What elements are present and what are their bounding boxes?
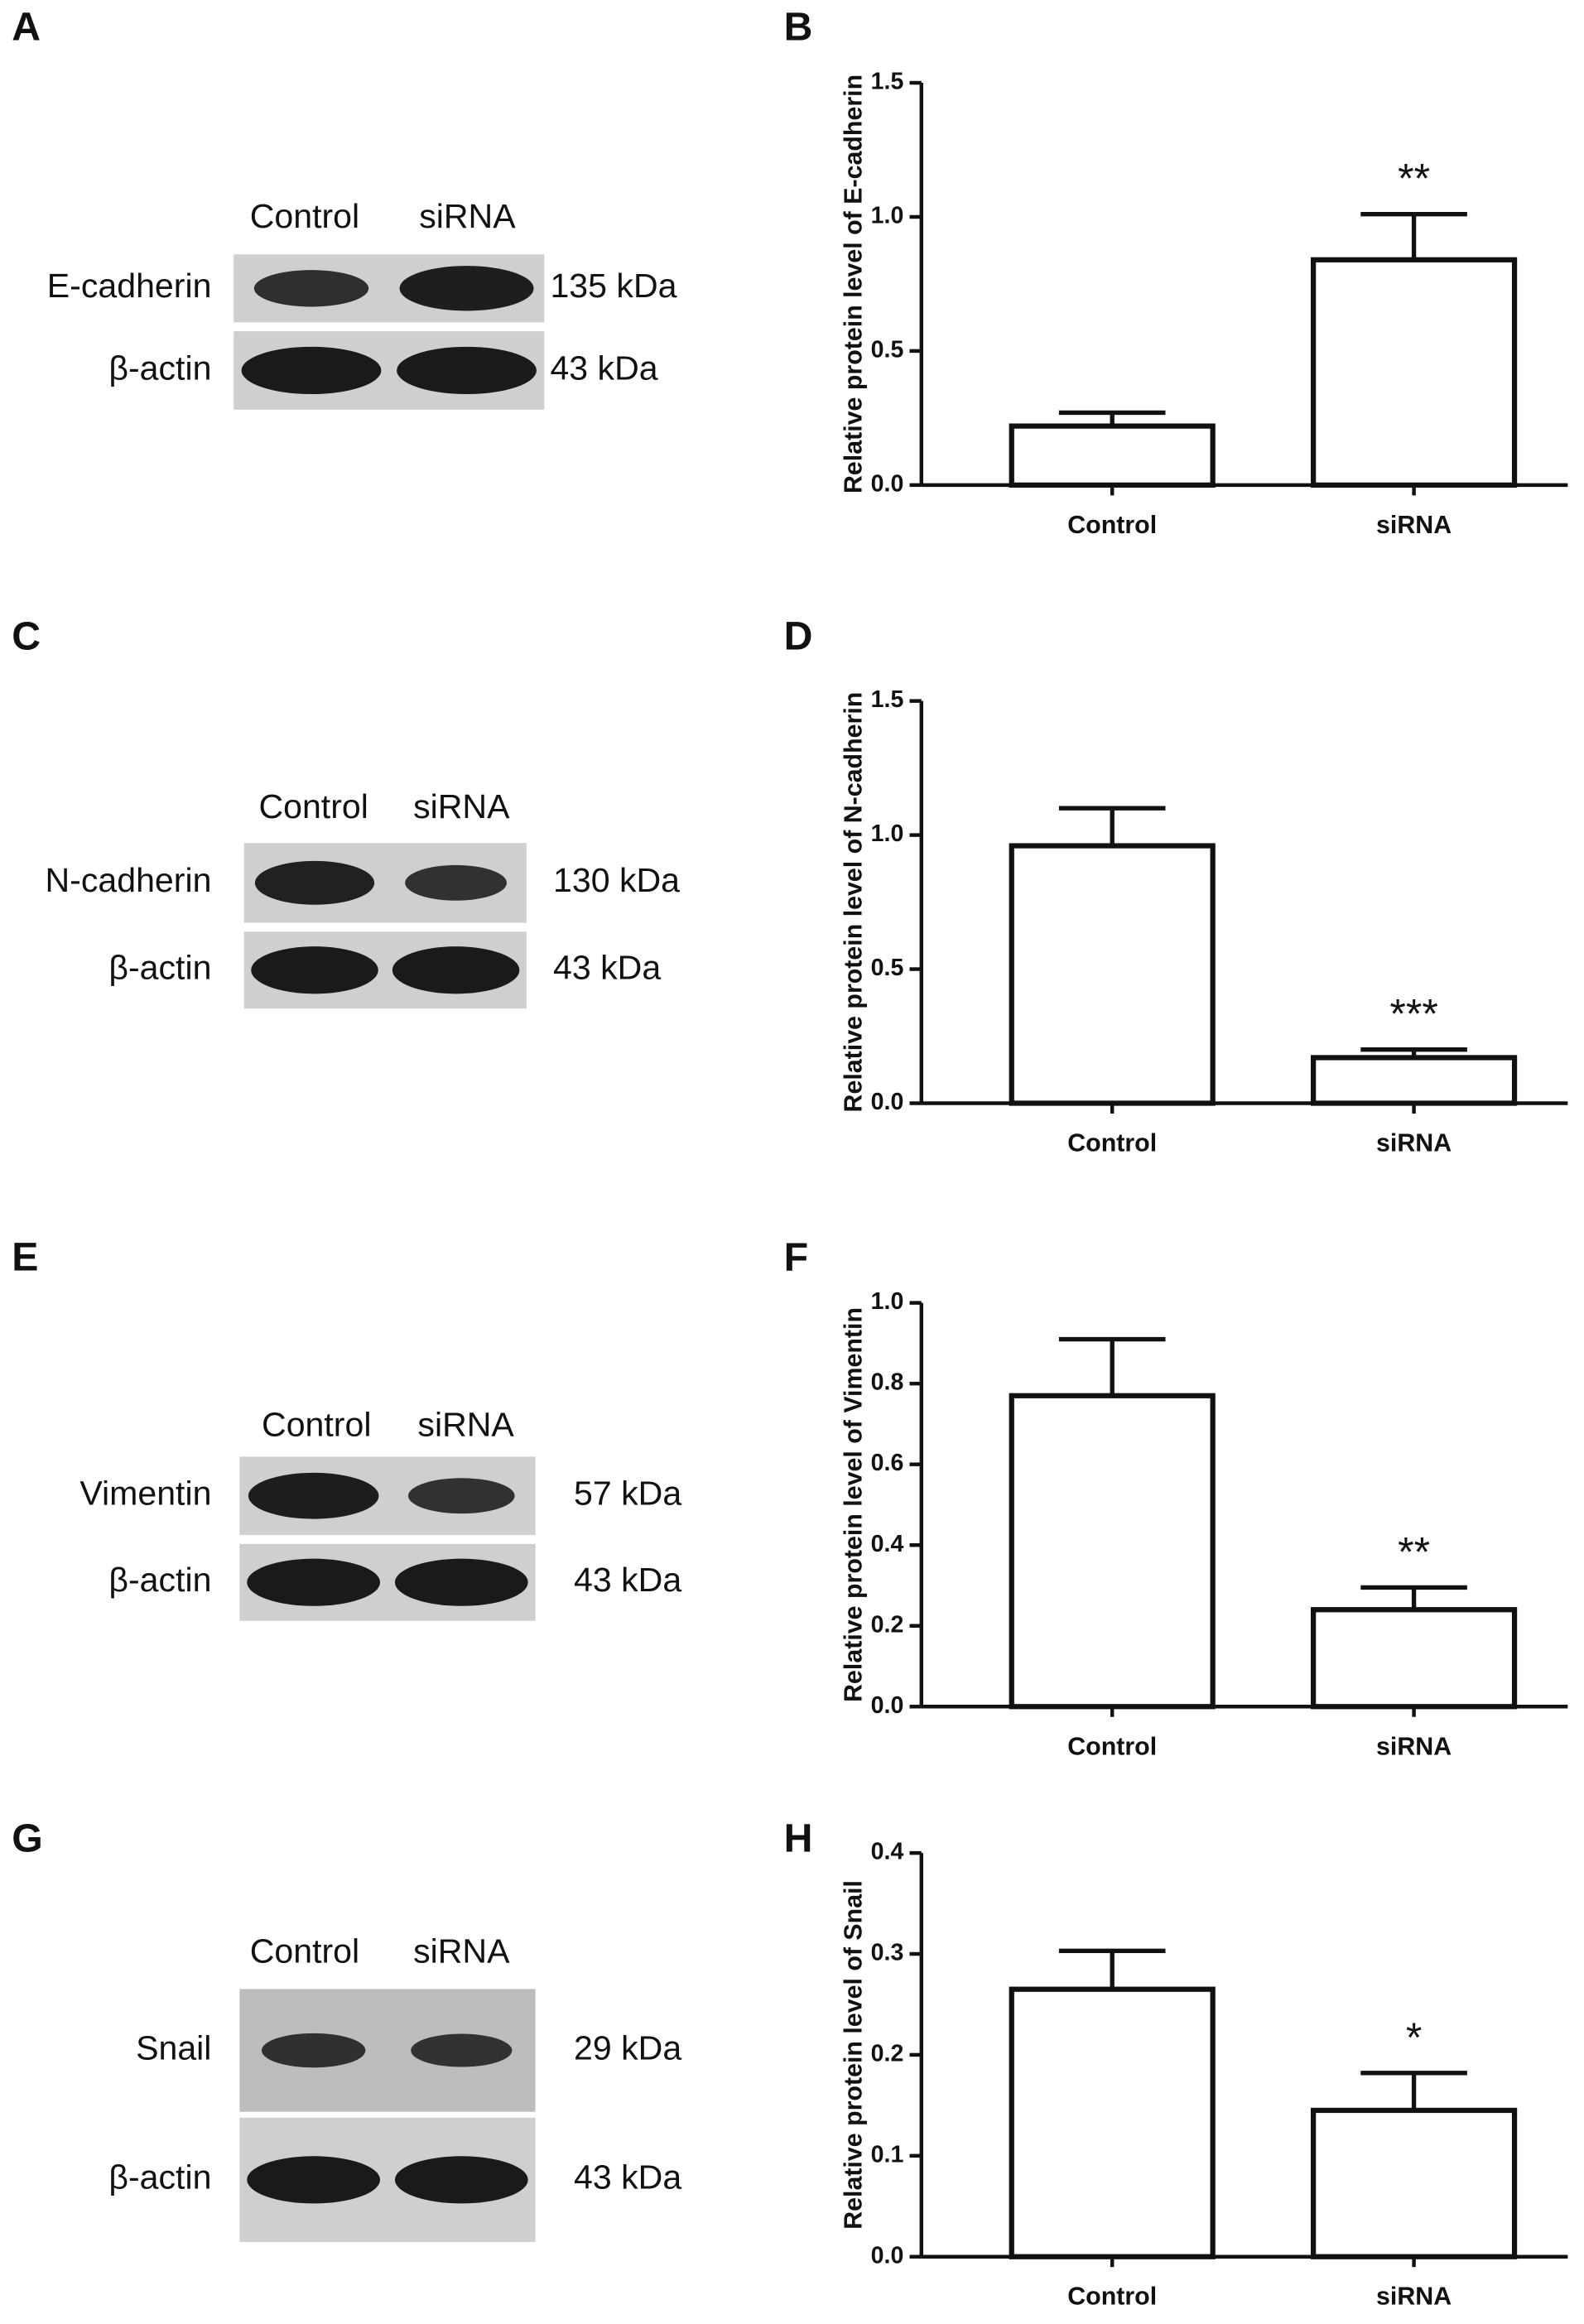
y-tick-label: 1.0 bbox=[871, 820, 904, 847]
blot-band bbox=[411, 2033, 513, 2067]
bar bbox=[1311, 1607, 1518, 1710]
y-axis-label: Relative protein level of Vimentin bbox=[840, 1307, 867, 1702]
y-tick-label: 0.2 bbox=[871, 1611, 904, 1638]
y-tick-label: 0.6 bbox=[871, 1450, 904, 1476]
size-label: 43 kDa bbox=[553, 949, 661, 987]
size-label: 135 kDa bbox=[550, 267, 676, 305]
y-tick-label: 0.4 bbox=[871, 1531, 904, 1557]
y-tick-label: 0.3 bbox=[871, 1940, 904, 1966]
size-label: 57 kDa bbox=[574, 1475, 681, 1513]
protein-label: β-actin bbox=[108, 949, 211, 987]
blot-band bbox=[397, 346, 537, 395]
blot-band bbox=[247, 1558, 381, 1606]
y-tick-label: 0.4 bbox=[871, 1839, 904, 1865]
y-tick-label: 0.8 bbox=[871, 1369, 904, 1396]
panel-label: D bbox=[784, 613, 813, 658]
y-tick-label: 0.5 bbox=[871, 955, 904, 981]
protein-label: Snail bbox=[136, 2028, 211, 2067]
panel-label: C bbox=[12, 613, 41, 658]
y-tick-label: 0.5 bbox=[871, 336, 904, 363]
y-axis-label: Relative protein level of N-cadherin bbox=[840, 692, 867, 1113]
x-tick-label: siRNA bbox=[1376, 2283, 1452, 2311]
lane-label: Control bbox=[250, 1932, 359, 1970]
panel-label: A bbox=[12, 4, 41, 49]
panel-label: B bbox=[784, 4, 813, 49]
y-tick-label: 0.2 bbox=[871, 2040, 904, 2067]
blot-band bbox=[241, 346, 382, 395]
size-label: 43 kDa bbox=[550, 349, 657, 387]
y-axis-label: Relative protein level of E-cadherin bbox=[840, 75, 867, 493]
protein-label: E-cadherin bbox=[47, 267, 212, 305]
blot-band bbox=[248, 1472, 379, 1519]
significance-label: ** bbox=[1398, 156, 1430, 202]
lane-label: siRNA bbox=[417, 1406, 514, 1444]
x-tick-label: Control bbox=[1067, 1733, 1157, 1760]
blot-band bbox=[394, 1558, 528, 1606]
lane-label: Control bbox=[250, 197, 359, 235]
blot-band bbox=[407, 1478, 515, 1514]
bar bbox=[1311, 257, 1518, 488]
protein-label: Vimentin bbox=[79, 1475, 211, 1513]
size-label: 29 kDa bbox=[574, 2028, 681, 2067]
protein-label: β-actin bbox=[108, 1561, 211, 1599]
y-tick-label: 0.0 bbox=[871, 2242, 904, 2269]
blot-band bbox=[392, 946, 520, 994]
size-label: 130 kDa bbox=[553, 861, 680, 899]
x-tick-label: Control bbox=[1067, 2283, 1157, 2311]
size-label: 43 kDa bbox=[574, 1561, 681, 1599]
lane-label: Control bbox=[262, 1406, 371, 1444]
y-tick-label: 1.0 bbox=[871, 203, 904, 229]
panel-label: H bbox=[784, 1816, 813, 1861]
bar bbox=[1311, 2107, 1518, 2259]
lane-label: Control bbox=[258, 787, 368, 825]
y-tick-label: 0.0 bbox=[871, 1089, 904, 1115]
bar bbox=[1009, 1986, 1216, 2259]
blot-band bbox=[399, 266, 534, 311]
blot-band bbox=[254, 860, 375, 905]
lane-label: siRNA bbox=[413, 1932, 510, 1970]
blot-band bbox=[251, 946, 378, 994]
lane-label: siRNA bbox=[419, 197, 516, 235]
y-tick-label: 0.1 bbox=[871, 2141, 904, 2168]
protein-label: β-actin bbox=[108, 349, 211, 387]
bar bbox=[1009, 423, 1216, 488]
blot-band bbox=[247, 2156, 381, 2204]
protein-label: N-cadherin bbox=[46, 861, 212, 899]
bar bbox=[1009, 1393, 1216, 1710]
y-tick-label: 1.0 bbox=[871, 1288, 904, 1315]
blot-band bbox=[253, 270, 369, 307]
bar bbox=[1311, 1055, 1518, 1106]
significance-label: ** bbox=[1398, 1528, 1430, 1575]
size-label: 43 kDa bbox=[574, 2158, 681, 2196]
x-tick-label: Control bbox=[1067, 1130, 1157, 1157]
panel-label: E bbox=[12, 1235, 38, 1280]
x-tick-label: siRNA bbox=[1376, 512, 1452, 539]
x-tick-label: siRNA bbox=[1376, 1130, 1452, 1157]
bar bbox=[1009, 843, 1216, 1106]
blot-band bbox=[394, 2156, 528, 2204]
y-tick-label: 0.0 bbox=[871, 1692, 904, 1719]
significance-label: * bbox=[1406, 2014, 1422, 2061]
protein-label: β-actin bbox=[108, 2158, 211, 2196]
y-tick-label: 1.5 bbox=[871, 69, 904, 95]
lane-label: siRNA bbox=[413, 787, 510, 825]
x-tick-label: Control bbox=[1067, 512, 1157, 539]
x-tick-label: siRNA bbox=[1376, 1733, 1452, 1760]
significance-label: *** bbox=[1389, 991, 1437, 1037]
blot-band bbox=[405, 864, 507, 901]
y-tick-label: 1.5 bbox=[871, 686, 904, 713]
y-tick-label: 0.0 bbox=[871, 470, 904, 497]
panel-label: F bbox=[784, 1235, 808, 1280]
y-axis-label: Relative protein level of Snail bbox=[840, 1880, 867, 2230]
panel-label: G bbox=[12, 1816, 43, 1861]
blot-band bbox=[261, 2033, 366, 2068]
